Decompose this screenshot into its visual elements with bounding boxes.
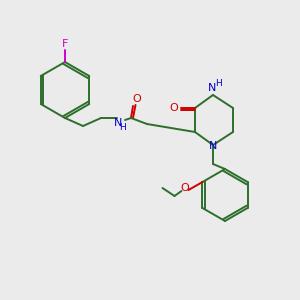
Text: N: N [208, 83, 216, 93]
Text: N: N [209, 141, 217, 151]
Text: F: F [62, 39, 68, 49]
Text: O: O [180, 183, 189, 193]
Text: H: H [214, 80, 221, 88]
Text: O: O [133, 94, 141, 104]
Text: O: O [169, 103, 178, 113]
Text: H: H [118, 122, 125, 131]
Text: N: N [114, 118, 122, 128]
